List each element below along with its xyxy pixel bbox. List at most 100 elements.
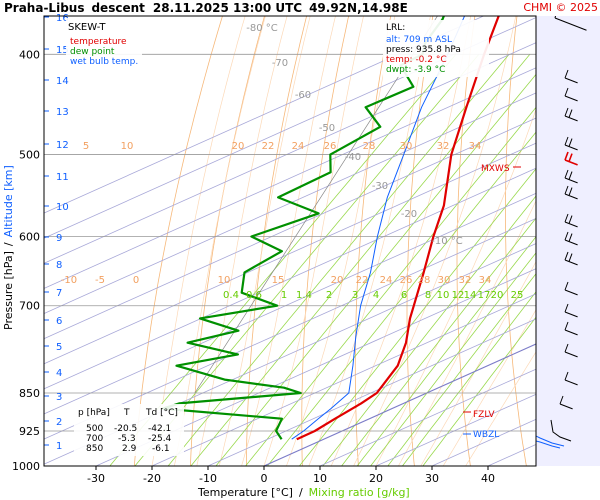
mixing-ratio-label: 0.6	[246, 290, 262, 301]
adiabat-label-lower: 15	[272, 275, 285, 286]
wind-barb-staff	[564, 177, 578, 184]
isotherm-line	[44, 16, 484, 214]
isotherm-label: -10 °C	[431, 236, 463, 247]
moist-adiabat	[151, 16, 246, 466]
x-tick-label: 30	[425, 472, 439, 485]
pressure-tick-label: 400	[19, 48, 40, 61]
legend-title: SKEW-T	[68, 22, 106, 33]
lrl-temp: temp: -0.2 °C	[386, 55, 447, 65]
isotherm-line	[44, 67, 536, 289]
adiabat-label-lower: 0	[133, 275, 139, 286]
moist-adiabat	[174, 16, 266, 466]
series-line-temperature	[296, 16, 500, 441]
moist-adiabat	[286, 16, 396, 466]
isotherm-line	[44, 92, 536, 314]
wind-barb-cluster-blue	[536, 440, 561, 449]
mixing-ratio-label: 17	[478, 290, 491, 301]
wind-barb-flag	[568, 171, 573, 180]
x-axis-sep: /	[299, 486, 303, 499]
moist-adiabat	[218, 16, 311, 466]
moist-adiabat	[308, 16, 431, 466]
wind-barb-staff	[564, 144, 578, 151]
legend-wet-bulb: wet bulb temp.	[70, 57, 138, 67]
wind-barb-flag	[564, 87, 569, 97]
wind-barb-flag	[568, 253, 573, 262]
wind-barb-staff	[564, 259, 578, 266]
y-axis-altitude-label: Altitude [km]	[2, 165, 15, 237]
wind-barb-flag	[564, 69, 569, 79]
altitude-tick-label: 3	[56, 392, 62, 403]
mixing-ratio-label: 8	[425, 290, 431, 301]
adiabat-label-lower: 20	[331, 275, 344, 286]
x-tick-label: -20	[143, 472, 161, 485]
table-header-t: T	[123, 408, 130, 418]
isotherm-label: -50	[319, 123, 335, 134]
wind-barbs	[536, 16, 587, 449]
mixing-ratio-axis-label: Mixing ratio [g/kg]	[309, 486, 410, 499]
adiabat-label-lower: 34	[479, 275, 492, 286]
moist-adiabat	[375, 108, 536, 466]
altitude-tick-label: 1	[56, 441, 62, 452]
table-row-700-p: 700	[86, 434, 103, 444]
level-mxws: MXWS	[481, 164, 510, 174]
adiabat-label-lower: 32	[459, 275, 472, 286]
wind-barb-staff	[564, 289, 578, 296]
wind-barb-staff	[564, 379, 578, 386]
wind-barb-cluster-blue	[536, 435, 565, 447]
mixing-ratio-label: 2	[326, 290, 332, 301]
altitude-tick-label: 4	[56, 368, 62, 379]
wind-barb-staff	[564, 193, 578, 200]
wind-barb-flag	[568, 215, 573, 224]
adiabat-label-lower: 24	[380, 275, 393, 286]
altitude-tick-label: 14	[56, 76, 69, 87]
level-fzlv: FZLV	[473, 410, 495, 420]
wind-barb-flag	[568, 187, 573, 196]
x-tick-label: 10	[313, 472, 327, 485]
pressure-tick-label: 850	[19, 387, 40, 400]
mixing-ratio-label: 10	[437, 290, 450, 301]
adiabat-label-lower: -10	[61, 275, 77, 286]
altitude-tick-label: 8	[56, 260, 62, 271]
x-axis-label: Temperature [°C]	[197, 486, 293, 499]
x-tick-label: 20	[369, 472, 383, 485]
series-line-dew-point	[161, 16, 446, 440]
isotherm-line	[263, 343, 536, 466]
altitude-tick-label: 9	[56, 233, 62, 244]
level-wbzl: WBZL	[473, 430, 499, 440]
header-copyright: CHMI © 2025	[523, 1, 598, 14]
adiabat-label-upper: 22	[262, 141, 275, 152]
header-title: Praha-Libus descent 28.11.2025 13:00 UTC 49…	[4, 1, 408, 15]
adiabat-label-upper: 30	[400, 141, 413, 152]
adiabat-label-upper: 24	[292, 141, 305, 152]
table-header-p: p [hPa]	[78, 408, 110, 418]
wind-barb-flag	[564, 281, 569, 291]
isotherm-line	[207, 318, 536, 466]
wind-barb-flag	[564, 321, 569, 331]
pressure-tick-label: 500	[19, 149, 40, 162]
y-axis-title: Pressure [hPa] / Altitude [km]	[2, 165, 15, 330]
altitude-tick-label: 16	[56, 13, 69, 24]
mixing-ratio-label: 1.4	[296, 290, 312, 301]
wind-barb-cluster	[550, 419, 572, 442]
label-layer: 1002003004005006007008509251000161514131…	[12, 13, 523, 485]
table-row-850-t: 2.9	[122, 444, 137, 454]
table-row-500-t: -20.5	[114, 424, 137, 434]
legend-dew-point: dew point	[70, 47, 115, 57]
isotherm-label: -30	[372, 181, 388, 192]
wind-barb-flag	[564, 371, 569, 381]
isotherm-line	[151, 293, 536, 466]
table-header-td: Td [°C]	[145, 408, 178, 418]
adiabat-label-upper: 26	[324, 141, 337, 152]
pressure-tick-label: 1000	[12, 460, 40, 473]
header-datetime: 28.11.2025 13:00 UTC	[153, 1, 302, 15]
y-axis-pressure-label: Pressure [hPa]	[2, 251, 15, 330]
legend-box	[66, 18, 142, 68]
wind-barb-staff	[564, 95, 578, 102]
x-axis-title: Temperature [°C] / Mixing ratio [g/kg]	[197, 486, 410, 499]
isotherm-label: -40	[345, 152, 361, 163]
isotherm-line	[44, 42, 536, 264]
moist-adiabat	[398, 200, 536, 466]
header-coords: 49.92N,14.98E	[309, 1, 408, 15]
wind-barb-flag	[564, 107, 569, 117]
wind-barb-flag	[564, 303, 569, 313]
